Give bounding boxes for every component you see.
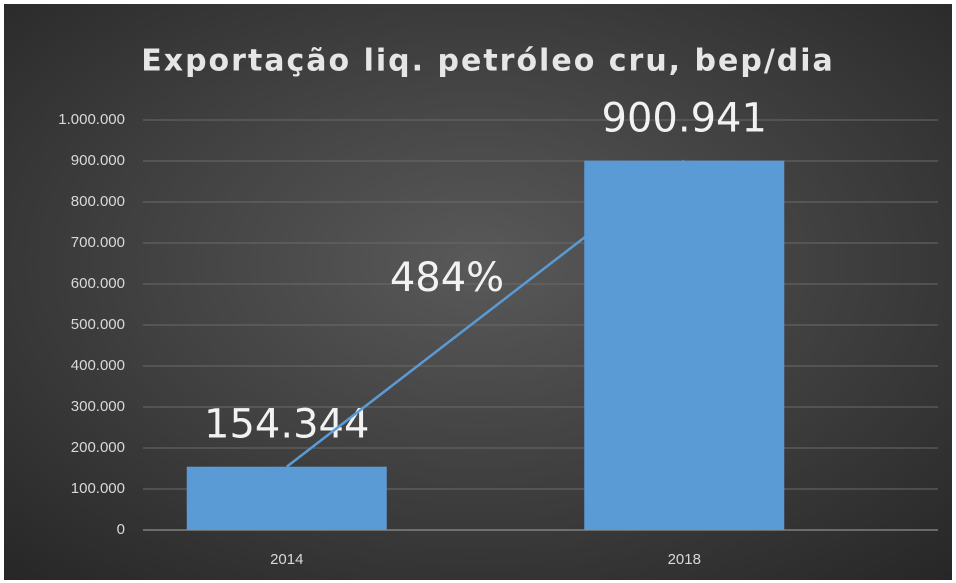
value-label: 900.941 xyxy=(602,96,767,142)
y-tick-label: 400.000 xyxy=(71,357,125,374)
y-tick-label: 200.000 xyxy=(71,439,125,456)
y-tick-label: 500.000 xyxy=(71,316,125,333)
bar xyxy=(186,466,387,530)
annotation: 484% xyxy=(390,255,504,301)
trend-line xyxy=(285,159,686,468)
y-tick-label: 300.000 xyxy=(71,398,125,415)
bar xyxy=(584,160,785,530)
y-tick-label: 700.000 xyxy=(71,234,125,251)
y-tick-label: 100.000 xyxy=(71,480,125,497)
y-tick-label: 0 xyxy=(117,521,125,538)
x-tick-label: 2014 xyxy=(270,551,303,568)
y-tick-label: 800.000 xyxy=(71,193,125,210)
chart-background xyxy=(4,4,952,580)
value-label: 154.344 xyxy=(204,402,369,448)
chart-title: Exportação liq. petróleo cru, bep/dia xyxy=(141,44,835,79)
y-tick-label: 900.000 xyxy=(71,152,125,169)
y-tick-label: 1.000.000 xyxy=(58,111,125,128)
y-tick-label: 600.000 xyxy=(71,275,125,292)
x-tick-label: 2018 xyxy=(668,551,701,568)
